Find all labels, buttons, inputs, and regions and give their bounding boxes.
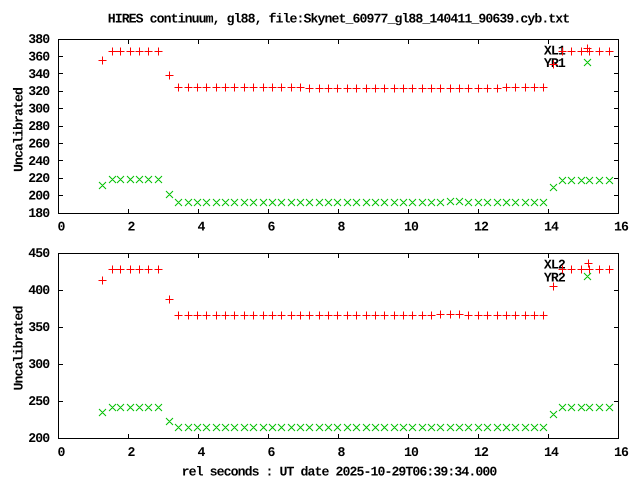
svg-text:14: 14 <box>544 445 559 460</box>
svg-text:250: 250 <box>28 394 50 409</box>
svg-text:200: 200 <box>28 189 50 204</box>
svg-text:300: 300 <box>28 102 50 117</box>
svg-text:Uncalibrated: Uncalibrated <box>12 87 27 172</box>
svg-text:6: 6 <box>268 445 276 460</box>
svg-text:XL1: XL1 <box>544 43 566 58</box>
svg-text:320: 320 <box>28 84 50 99</box>
svg-text:YR1: YR1 <box>544 56 566 71</box>
svg-text:380: 380 <box>28 32 50 47</box>
svg-text:10: 10 <box>404 220 419 235</box>
svg-text:360: 360 <box>28 49 50 64</box>
svg-text:450: 450 <box>28 246 50 261</box>
svg-text:240: 240 <box>28 154 50 169</box>
svg-text:10: 10 <box>404 445 419 460</box>
svg-text:300: 300 <box>28 357 50 372</box>
svg-text:340: 340 <box>28 67 50 82</box>
svg-text:4: 4 <box>198 220 206 235</box>
svg-text:16: 16 <box>614 445 629 460</box>
svg-text:0: 0 <box>58 445 66 460</box>
svg-text:16: 16 <box>614 220 629 235</box>
svg-text:280: 280 <box>28 119 50 134</box>
svg-text:350: 350 <box>28 320 50 335</box>
svg-text:220: 220 <box>28 171 50 186</box>
svg-text:Uncalibrated: Uncalibrated <box>12 306 27 391</box>
svg-text:12: 12 <box>474 445 489 460</box>
svg-text:14: 14 <box>544 220 559 235</box>
svg-text:0: 0 <box>58 220 66 235</box>
svg-text:YR2: YR2 <box>544 271 566 286</box>
svg-text:HIRES continuum, gl88, file:Sk: HIRES continuum, gl88, file:Skynet_60977… <box>108 11 570 26</box>
svg-text:XL2: XL2 <box>544 257 566 272</box>
svg-text:12: 12 <box>474 220 489 235</box>
svg-text:4: 4 <box>198 445 206 460</box>
svg-text:rel seconds : UT date 2025-10-: rel seconds : UT date 2025-10-29T06:39:3… <box>182 465 498 480</box>
svg-text:2: 2 <box>128 220 136 235</box>
svg-text:400: 400 <box>28 283 50 298</box>
svg-text:8: 8 <box>338 445 346 460</box>
svg-text:2: 2 <box>128 445 136 460</box>
svg-text:6: 6 <box>268 220 276 235</box>
svg-text:8: 8 <box>338 220 346 235</box>
svg-text:260: 260 <box>28 136 50 151</box>
svg-text:180: 180 <box>28 206 50 221</box>
svg-text:200: 200 <box>28 431 50 446</box>
